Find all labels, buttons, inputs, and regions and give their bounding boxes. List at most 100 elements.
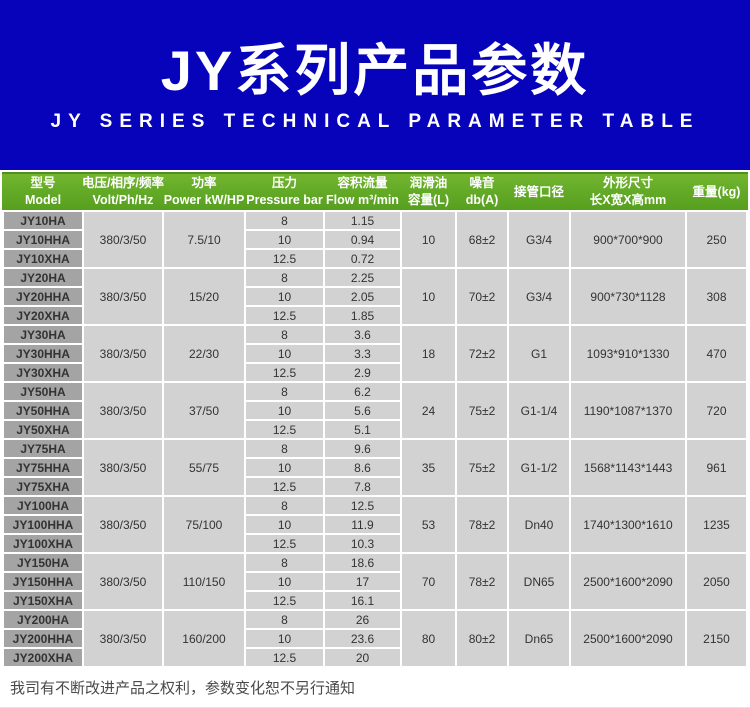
flow-cell: 1.85: [325, 307, 400, 324]
noise-cell: 75±2: [457, 440, 507, 495]
pipe-cell: Dn65: [509, 611, 569, 666]
pressure-cell: 10: [246, 516, 323, 533]
model-cell: JY75HHA: [4, 459, 82, 476]
parameter-table: JY10HA 380/3/50 7.5/10 8 1.15 10 68±2 G3/4 900*7…: [2, 210, 748, 668]
pressure-cell: 12.5: [246, 307, 323, 324]
volt-cell: 380/3/50: [84, 611, 162, 666]
pipe-cell: G1-1/2: [509, 440, 569, 495]
model-cell: JY100XHA: [4, 535, 82, 552]
model-cell: JY150HA: [4, 554, 82, 571]
noise-cell: 72±2: [457, 326, 507, 381]
table-row: JY10XHA 12.5 0.72: [4, 250, 746, 267]
model-cell: JY10HHA: [4, 231, 82, 248]
pressure-cell: 8: [246, 212, 323, 229]
table-row: JY200HHA 10 23.6: [4, 630, 746, 647]
model-cell: JY200HA: [4, 611, 82, 628]
volt-cell: 380/3/50: [84, 326, 162, 381]
noise-cell: 80±2: [457, 611, 507, 666]
table-row: JY75XHA 12.5 7.8: [4, 478, 746, 495]
header-pressure-en: Pressure bar: [246, 193, 323, 207]
oil-cell: 24: [402, 383, 455, 438]
power-cell: 15/20: [164, 269, 244, 324]
table-row: JY100XHA 12.5 10.3: [4, 535, 746, 552]
table-row: JY150XHA 12.5 16.1: [4, 592, 746, 609]
pressure-cell: 12.5: [246, 535, 323, 552]
flow-cell: 9.6: [325, 440, 400, 457]
table-row: JY20HHA 10 2.05: [4, 288, 746, 305]
header-model-cn: 型号: [30, 176, 56, 191]
volt-cell: 380/3/50: [84, 269, 162, 324]
flow-cell: 8.6: [325, 459, 400, 476]
table-row: JY20HA 380/3/50 15/20 8 2.25 10 70±2 G3/4 900*73…: [4, 269, 746, 324]
weight-cell: 2150: [687, 611, 746, 666]
pressure-cell: 12.5: [246, 421, 323, 438]
header-volt: 电压/相序/频率 Volt/Ph/Hz: [82, 175, 164, 209]
table-row: JY30XHA 12.5 2.9: [4, 364, 746, 381]
footer-note: 我司有不断改进产品之权利，参数变化恕不另行通知: [10, 680, 356, 697]
weight-cell: 1235: [687, 497, 746, 552]
dims-cell: 2500*1600*2090: [571, 554, 685, 609]
model-cell: JY10XHA: [4, 250, 82, 267]
pressure-cell: 10: [246, 573, 323, 590]
table-row: JY50XHA 12.5 5.1: [4, 421, 746, 438]
parameter-table-section: 型号 Model 电压/相序/频率 Volt/Ph/Hz 功率 Power kW…: [0, 170, 750, 668]
pressure-cell: 10: [246, 630, 323, 647]
flow-cell: 16.1: [325, 592, 400, 609]
table-row: JY10HHA 10 0.94: [4, 231, 746, 248]
oil-cell: 18: [402, 326, 455, 381]
power-cell: 37/50: [164, 383, 244, 438]
header-power-en: Power kW/HP: [163, 193, 245, 207]
table-row: JY50HA 380/3/50 37/50 8 6.2 24 75±2 G1-1/4 1190*…: [4, 383, 746, 438]
table-row: JY150HHA 10 17: [4, 573, 746, 590]
pressure-cell: 12.5: [246, 592, 323, 609]
header-model-en: Model: [24, 193, 62, 207]
table-row: JY200HA 380/3/50 160/200 8 26 80 80±2 Dn65 2500*…: [4, 611, 746, 666]
flow-cell: 2.9: [325, 364, 400, 381]
table-row: JY20XHA 12.5 1.85: [4, 307, 746, 324]
flow-cell: 20: [325, 649, 400, 666]
pressure-cell: 8: [246, 497, 323, 514]
pipe-cell: Dn40: [509, 497, 569, 552]
weight-cell: 470: [687, 326, 746, 381]
flow-cell: 7.8: [325, 478, 400, 495]
model-cell: JY30HHA: [4, 345, 82, 362]
oil-cell: 80: [402, 611, 455, 666]
header-weight: 重量(kg): [687, 184, 746, 201]
flow-cell: 6.2: [325, 383, 400, 400]
pressure-cell: 8: [246, 554, 323, 571]
model-cell: JY200XHA: [4, 649, 82, 666]
pipe-cell: G3/4: [509, 212, 569, 267]
header-oil-en: 容量(L): [408, 193, 449, 207]
noise-cell: 78±2: [457, 554, 507, 609]
model-cell: JY100HA: [4, 497, 82, 514]
weight-cell: 720: [687, 383, 746, 438]
header-pressure: 压力 Pressure bar: [246, 175, 323, 209]
flow-cell: 11.9: [325, 516, 400, 533]
pressure-cell: 10: [246, 345, 323, 362]
model-cell: JY100HHA: [4, 516, 82, 533]
model-cell: JY150XHA: [4, 592, 82, 609]
model-cell: JY10HA: [4, 212, 82, 229]
pressure-cell: 10: [246, 231, 323, 248]
model-cell: JY30HA: [4, 326, 82, 343]
header-flow-cn: 容积流量: [337, 176, 388, 191]
dims-cell: 900*730*1128: [571, 269, 685, 324]
volt-cell: 380/3/50: [84, 440, 162, 495]
pipe-cell: G1-1/4: [509, 383, 569, 438]
flow-cell: 18.6: [325, 554, 400, 571]
power-cell: 7.5/10: [164, 212, 244, 267]
pressure-cell: 12.5: [246, 250, 323, 267]
noise-cell: 78±2: [457, 497, 507, 552]
flow-cell: 26: [325, 611, 400, 628]
model-cell: JY30XHA: [4, 364, 82, 381]
page-title: JY系列产品参数: [160, 39, 590, 102]
table-header-row: 型号 Model 电压/相序/频率 Volt/Ph/Hz 功率 Power kW…: [2, 172, 748, 210]
page-subtitle: JY SERIES TECHNICAL PARAMETER TABLE: [50, 111, 700, 132]
model-cell: JY200HHA: [4, 630, 82, 647]
header-power-cn: 功率: [191, 176, 217, 191]
model-cell: JY150HHA: [4, 573, 82, 590]
table-row: JY30HA 380/3/50 22/30 8 3.6 18 72±2 G1 1093*910*…: [4, 326, 746, 381]
volt-cell: 380/3/50: [84, 383, 162, 438]
oil-cell: 10: [402, 269, 455, 324]
power-cell: 160/200: [164, 611, 244, 666]
